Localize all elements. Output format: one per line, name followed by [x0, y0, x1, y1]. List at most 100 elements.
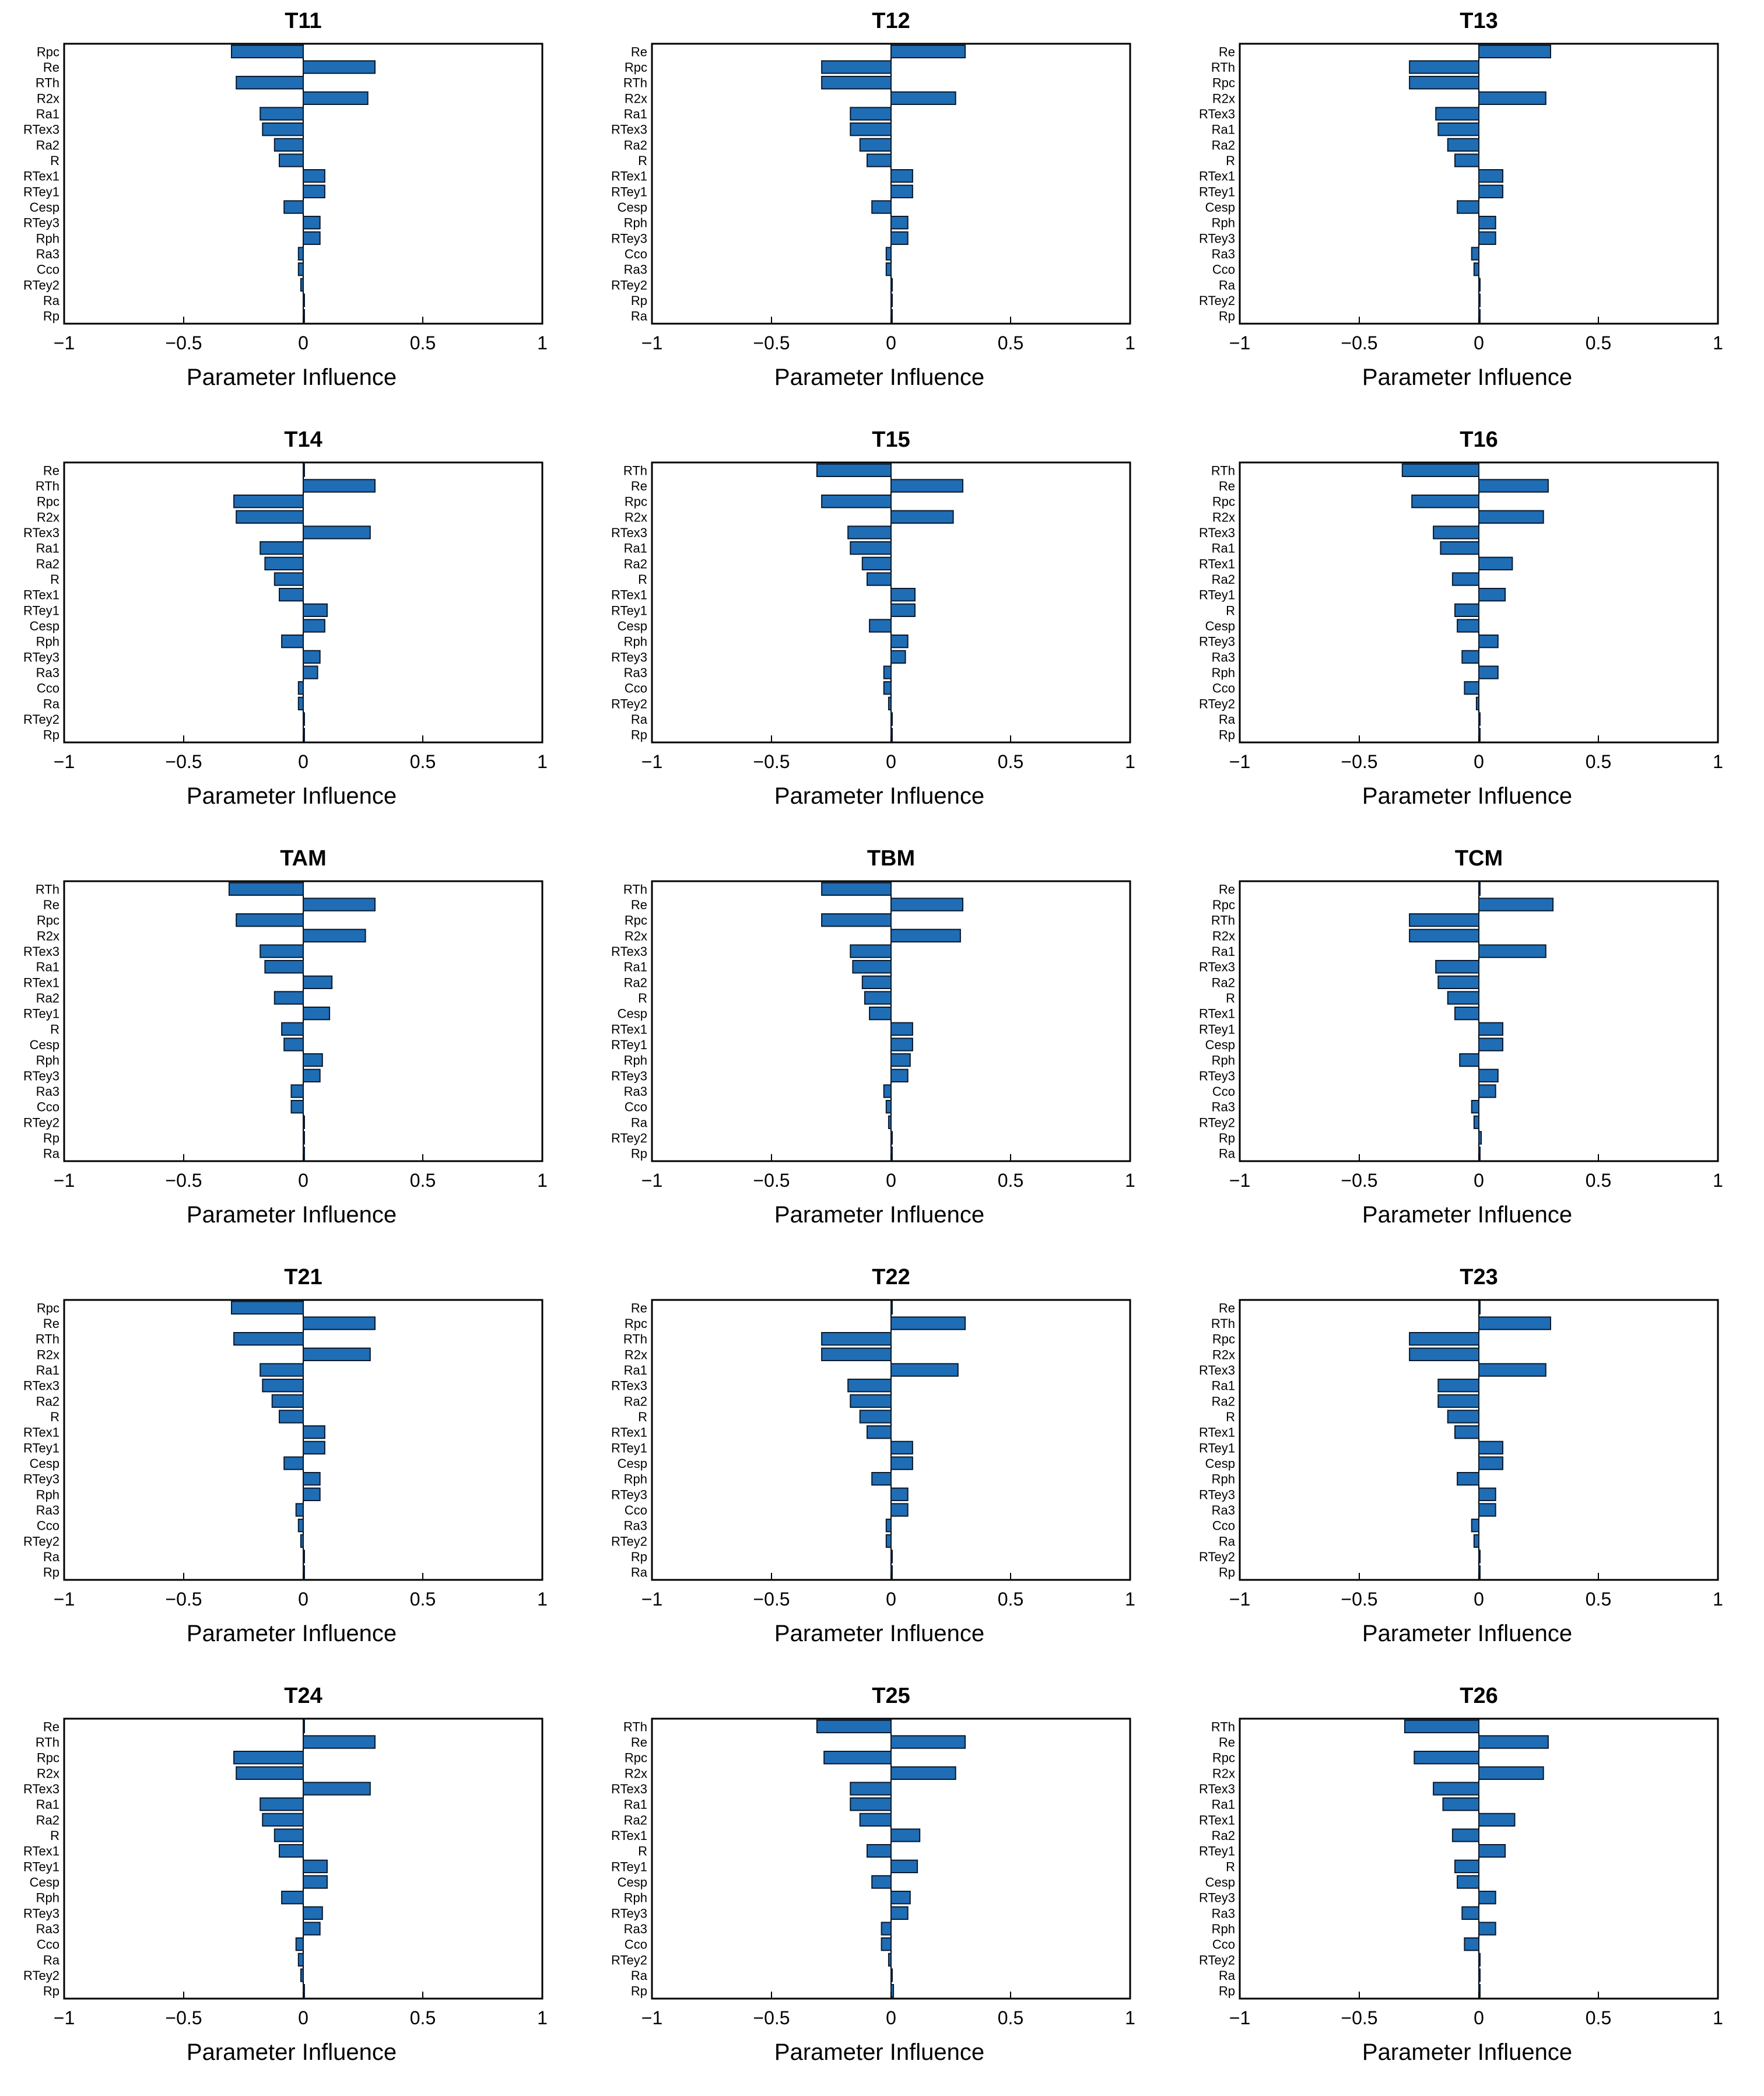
category-label: Ra1: [1212, 944, 1235, 959]
bar-rtey1: [303, 1007, 331, 1021]
bar-cesp: [869, 619, 892, 633]
bar-cesp: [890, 1456, 913, 1470]
bar-cesp: [1478, 1038, 1503, 1051]
category-label: RTex1: [611, 588, 647, 602]
category-label: RTh: [1211, 60, 1235, 75]
category-label: RTh: [623, 882, 647, 896]
category-label: RTey3: [23, 1068, 59, 1083]
category-label: Re: [43, 1316, 59, 1331]
bar-rtex3: [1433, 1782, 1480, 1796]
category-label: Cco: [37, 1100, 59, 1114]
bar-ra3: [290, 1084, 304, 1098]
category-label: Rpc: [625, 1316, 647, 1331]
bar-rph: [303, 231, 321, 245]
category-label: RTey2: [23, 278, 59, 292]
category-label: Rp: [631, 293, 647, 308]
bar-ra: [297, 1953, 304, 1967]
x-tick-label: 0.5: [1586, 751, 1611, 772]
bar-rtex1: [890, 1022, 913, 1036]
category-label: RTex3: [611, 944, 647, 959]
category-label: RTey1: [1199, 588, 1235, 602]
bar-ra: [297, 696, 304, 710]
bar-ra3: [883, 665, 892, 679]
bar-rtey3: [890, 231, 909, 245]
bar-cco: [1478, 1084, 1496, 1098]
bar-chart-t11: T11RpcReRThR2xRa1RTex3Ra2RRTex1RTey1Cesp…: [23, 9, 548, 390]
bar-ra3: [1461, 1906, 1479, 1920]
chart-panel-tbm: TBM RTh Re Rpc R2x RTex3 Ra1 Ra2 R Cesp RTex1 RTey1…: [588, 837, 1176, 1256]
category-label: RTey2: [611, 1534, 647, 1548]
chart-title: T13: [1460, 9, 1498, 33]
bar-rtex3: [1478, 1363, 1546, 1377]
bar-rtey2: [1473, 1115, 1479, 1129]
chart-title: T24: [284, 1684, 322, 1708]
bar-r2x: [890, 928, 961, 943]
category-label: Ra3: [624, 1922, 647, 1936]
x-tick-label: 0.5: [998, 1170, 1023, 1191]
bar-cesp: [1457, 200, 1480, 214]
category-label: RTex3: [611, 1782, 647, 1796]
bar-re: [890, 1301, 893, 1315]
x-tick-label: 0: [886, 1170, 896, 1191]
category-label: RTey2: [23, 1534, 59, 1548]
bar-r: [1447, 991, 1480, 1005]
bar-rtex1: [279, 588, 304, 602]
x-tick-label: −0.5: [753, 2007, 790, 2028]
category-label: RTex3: [23, 525, 59, 540]
bar-rtex1: [303, 169, 325, 183]
category-label: Rph: [36, 635, 59, 649]
chart-title: T12: [872, 9, 910, 33]
bar-r: [273, 572, 304, 586]
bar-ra2: [264, 556, 304, 571]
category-label: Cco: [1212, 681, 1235, 696]
bar-rtey2: [303, 1115, 305, 1129]
x-axis-label: Parameter Influence: [187, 1621, 397, 1646]
category-label: Ra: [43, 1550, 60, 1564]
category-label: Rph: [36, 1891, 59, 1905]
category-label: Re: [631, 898, 647, 912]
bar-cesp: [1478, 1456, 1503, 1470]
x-tick-label: 1: [537, 751, 548, 772]
bar-re: [1478, 44, 1551, 58]
category-label: R: [50, 572, 59, 587]
category-label: Ra: [43, 1147, 60, 1161]
bar-rth: [821, 1332, 892, 1346]
bar-rph: [303, 1487, 321, 1501]
category-label: RTh: [36, 479, 59, 493]
category-label: Rp: [43, 309, 59, 324]
x-tick-label: −0.5: [753, 1589, 790, 1610]
category-label: Ra3: [36, 1084, 59, 1099]
bar-ra1: [259, 107, 304, 121]
category-label: Ra3: [624, 1519, 647, 1533]
x-tick-label: −1: [641, 751, 662, 772]
category-label: RTey3: [611, 1487, 647, 1502]
x-tick-label: 1: [1713, 2007, 1723, 2028]
category-label: RTex1: [611, 169, 647, 184]
x-tick-label: 0: [1474, 2007, 1484, 2028]
bar-ra: [303, 293, 305, 307]
bar-rtey2: [300, 1534, 304, 1548]
bar-r: [281, 1022, 304, 1036]
bar-rtex1: [1478, 1813, 1516, 1827]
bar-rp: [1478, 1131, 1482, 1145]
category-label: R: [1226, 1859, 1235, 1874]
bar-rpc: [1478, 898, 1554, 912]
category-label: Ra2: [1212, 1394, 1235, 1408]
chart-panel-t25: T25 RTh Re Rpc R2x RTex3 Ra1 Ra2 RTex1 R RTey1 Cesp…: [588, 1675, 1176, 2094]
category-label: RTh: [36, 1332, 59, 1347]
category-label: Rp: [43, 1565, 59, 1580]
category-label: Ra: [631, 1115, 648, 1130]
bar-rtex3: [1433, 525, 1480, 539]
x-tick-label: −0.5: [753, 751, 790, 772]
bar-cco: [297, 262, 304, 276]
bar-ra: [1478, 1968, 1481, 1982]
bar-rpc: [821, 913, 892, 927]
category-label: R2x: [1212, 510, 1235, 524]
category-label: Ra2: [624, 138, 647, 152]
bar-r2x: [303, 1347, 371, 1362]
x-tick-label: 1: [1713, 1589, 1723, 1610]
category-label: Rpc: [1212, 1751, 1235, 1765]
category-label: RTey3: [611, 1906, 647, 1920]
category-label: Rp: [631, 1550, 647, 1564]
bar-rtey2: [890, 1131, 893, 1145]
